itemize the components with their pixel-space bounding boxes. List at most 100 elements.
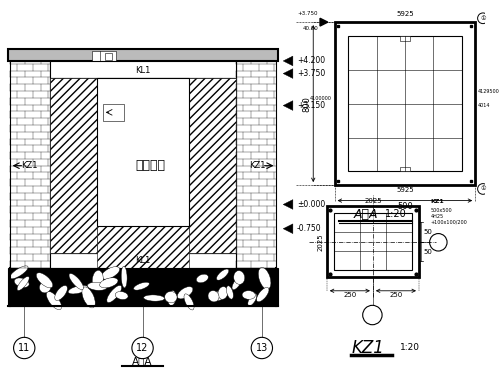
Text: 1:20: 1:20 [400, 344, 419, 352]
Bar [92, 51, 116, 61]
Text: A－A: A－A [354, 208, 378, 220]
Bar [50, 253, 236, 267]
Text: 待拆墙体: 待拆墙体 [136, 159, 166, 172]
Text: 4100000: 4100000 [310, 96, 332, 101]
Ellipse shape [226, 286, 234, 299]
Bar [334, 213, 412, 270]
Text: KL1: KL1 [135, 256, 150, 265]
Ellipse shape [178, 286, 193, 299]
Text: KZ1: KZ1 [248, 161, 265, 170]
Text: KL1: KL1 [135, 66, 150, 75]
Bar [400, 36, 409, 40]
Text: 500: 500 [397, 201, 413, 210]
Bar [50, 78, 97, 253]
Ellipse shape [36, 273, 53, 288]
Text: 40.00: 40.00 [302, 26, 318, 31]
Ellipse shape [184, 294, 194, 310]
Ellipse shape [208, 291, 219, 302]
Text: 5925: 5925 [396, 11, 413, 17]
Bar [8, 49, 278, 61]
Polygon shape [283, 56, 293, 66]
Bar [103, 104, 124, 121]
Text: KZ1: KZ1 [21, 161, 38, 170]
Ellipse shape [69, 273, 84, 290]
Text: +3.750: +3.750 [298, 11, 318, 16]
Bar [327, 206, 419, 277]
Bar [348, 36, 462, 171]
Bar [400, 166, 409, 171]
Bar [97, 226, 189, 267]
Text: 250: 250 [390, 292, 402, 298]
Text: A－A: A－A [132, 357, 153, 367]
Ellipse shape [107, 285, 122, 303]
Bar [334, 22, 475, 185]
Ellipse shape [168, 291, 176, 306]
Bar [236, 61, 277, 267]
Text: 4129500: 4129500 [478, 90, 500, 94]
Text: 5925: 5925 [396, 187, 413, 193]
Ellipse shape [54, 285, 68, 300]
Ellipse shape [14, 278, 29, 287]
Text: ①: ① [480, 16, 486, 21]
Text: +3.750: +3.750 [297, 69, 325, 78]
Polygon shape [283, 200, 293, 209]
Ellipse shape [242, 291, 256, 299]
Polygon shape [283, 101, 293, 110]
Text: +100x100/200: +100x100/200 [430, 220, 468, 225]
Ellipse shape [10, 266, 28, 279]
Text: ①: ① [480, 186, 486, 192]
Polygon shape [320, 18, 328, 26]
Ellipse shape [234, 271, 245, 284]
Text: 11: 11 [18, 343, 30, 353]
Polygon shape [283, 224, 293, 234]
Text: 2025: 2025 [318, 233, 324, 250]
Ellipse shape [232, 276, 242, 290]
Ellipse shape [82, 287, 95, 308]
Bar [97, 78, 189, 226]
Ellipse shape [164, 291, 177, 303]
Ellipse shape [40, 281, 51, 293]
Bar [50, 78, 236, 253]
Text: 1:20: 1:20 [385, 209, 407, 219]
Text: +3.150: +3.150 [297, 101, 325, 110]
Bar [189, 78, 236, 253]
Text: 50: 50 [424, 249, 432, 255]
Text: 13: 13 [256, 343, 268, 353]
Text: -0.750: -0.750 [297, 224, 322, 233]
Ellipse shape [121, 266, 127, 288]
Ellipse shape [134, 282, 150, 290]
Ellipse shape [102, 267, 119, 279]
Text: 800: 800 [302, 96, 312, 111]
Ellipse shape [92, 270, 104, 289]
Ellipse shape [46, 291, 62, 310]
Text: +4.200: +4.200 [297, 57, 325, 66]
Text: 250: 250 [343, 292, 356, 298]
Text: 50: 50 [424, 229, 432, 235]
Bar [10, 61, 50, 267]
Bar [104, 53, 112, 60]
Text: 2025: 2025 [364, 198, 382, 204]
Ellipse shape [68, 285, 88, 294]
Ellipse shape [196, 274, 208, 283]
Text: KZ1: KZ1 [430, 198, 444, 204]
Ellipse shape [248, 294, 256, 306]
Ellipse shape [218, 286, 228, 299]
Text: 4014: 4014 [478, 103, 490, 108]
Ellipse shape [115, 291, 128, 300]
Ellipse shape [100, 278, 118, 288]
Ellipse shape [144, 295, 165, 301]
Polygon shape [283, 69, 293, 78]
Text: 500x500: 500x500 [430, 209, 452, 213]
Ellipse shape [17, 276, 29, 291]
Text: 12: 12 [136, 343, 148, 353]
Ellipse shape [258, 267, 271, 289]
Bar [50, 61, 236, 78]
Ellipse shape [216, 269, 229, 280]
Ellipse shape [208, 291, 226, 301]
Ellipse shape [256, 287, 269, 302]
Bar [8, 267, 278, 306]
Text: 4H25: 4H25 [430, 214, 444, 219]
Text: ±0.000: ±0.000 [297, 200, 325, 209]
Text: KZ1: KZ1 [351, 339, 384, 357]
Ellipse shape [88, 282, 107, 290]
